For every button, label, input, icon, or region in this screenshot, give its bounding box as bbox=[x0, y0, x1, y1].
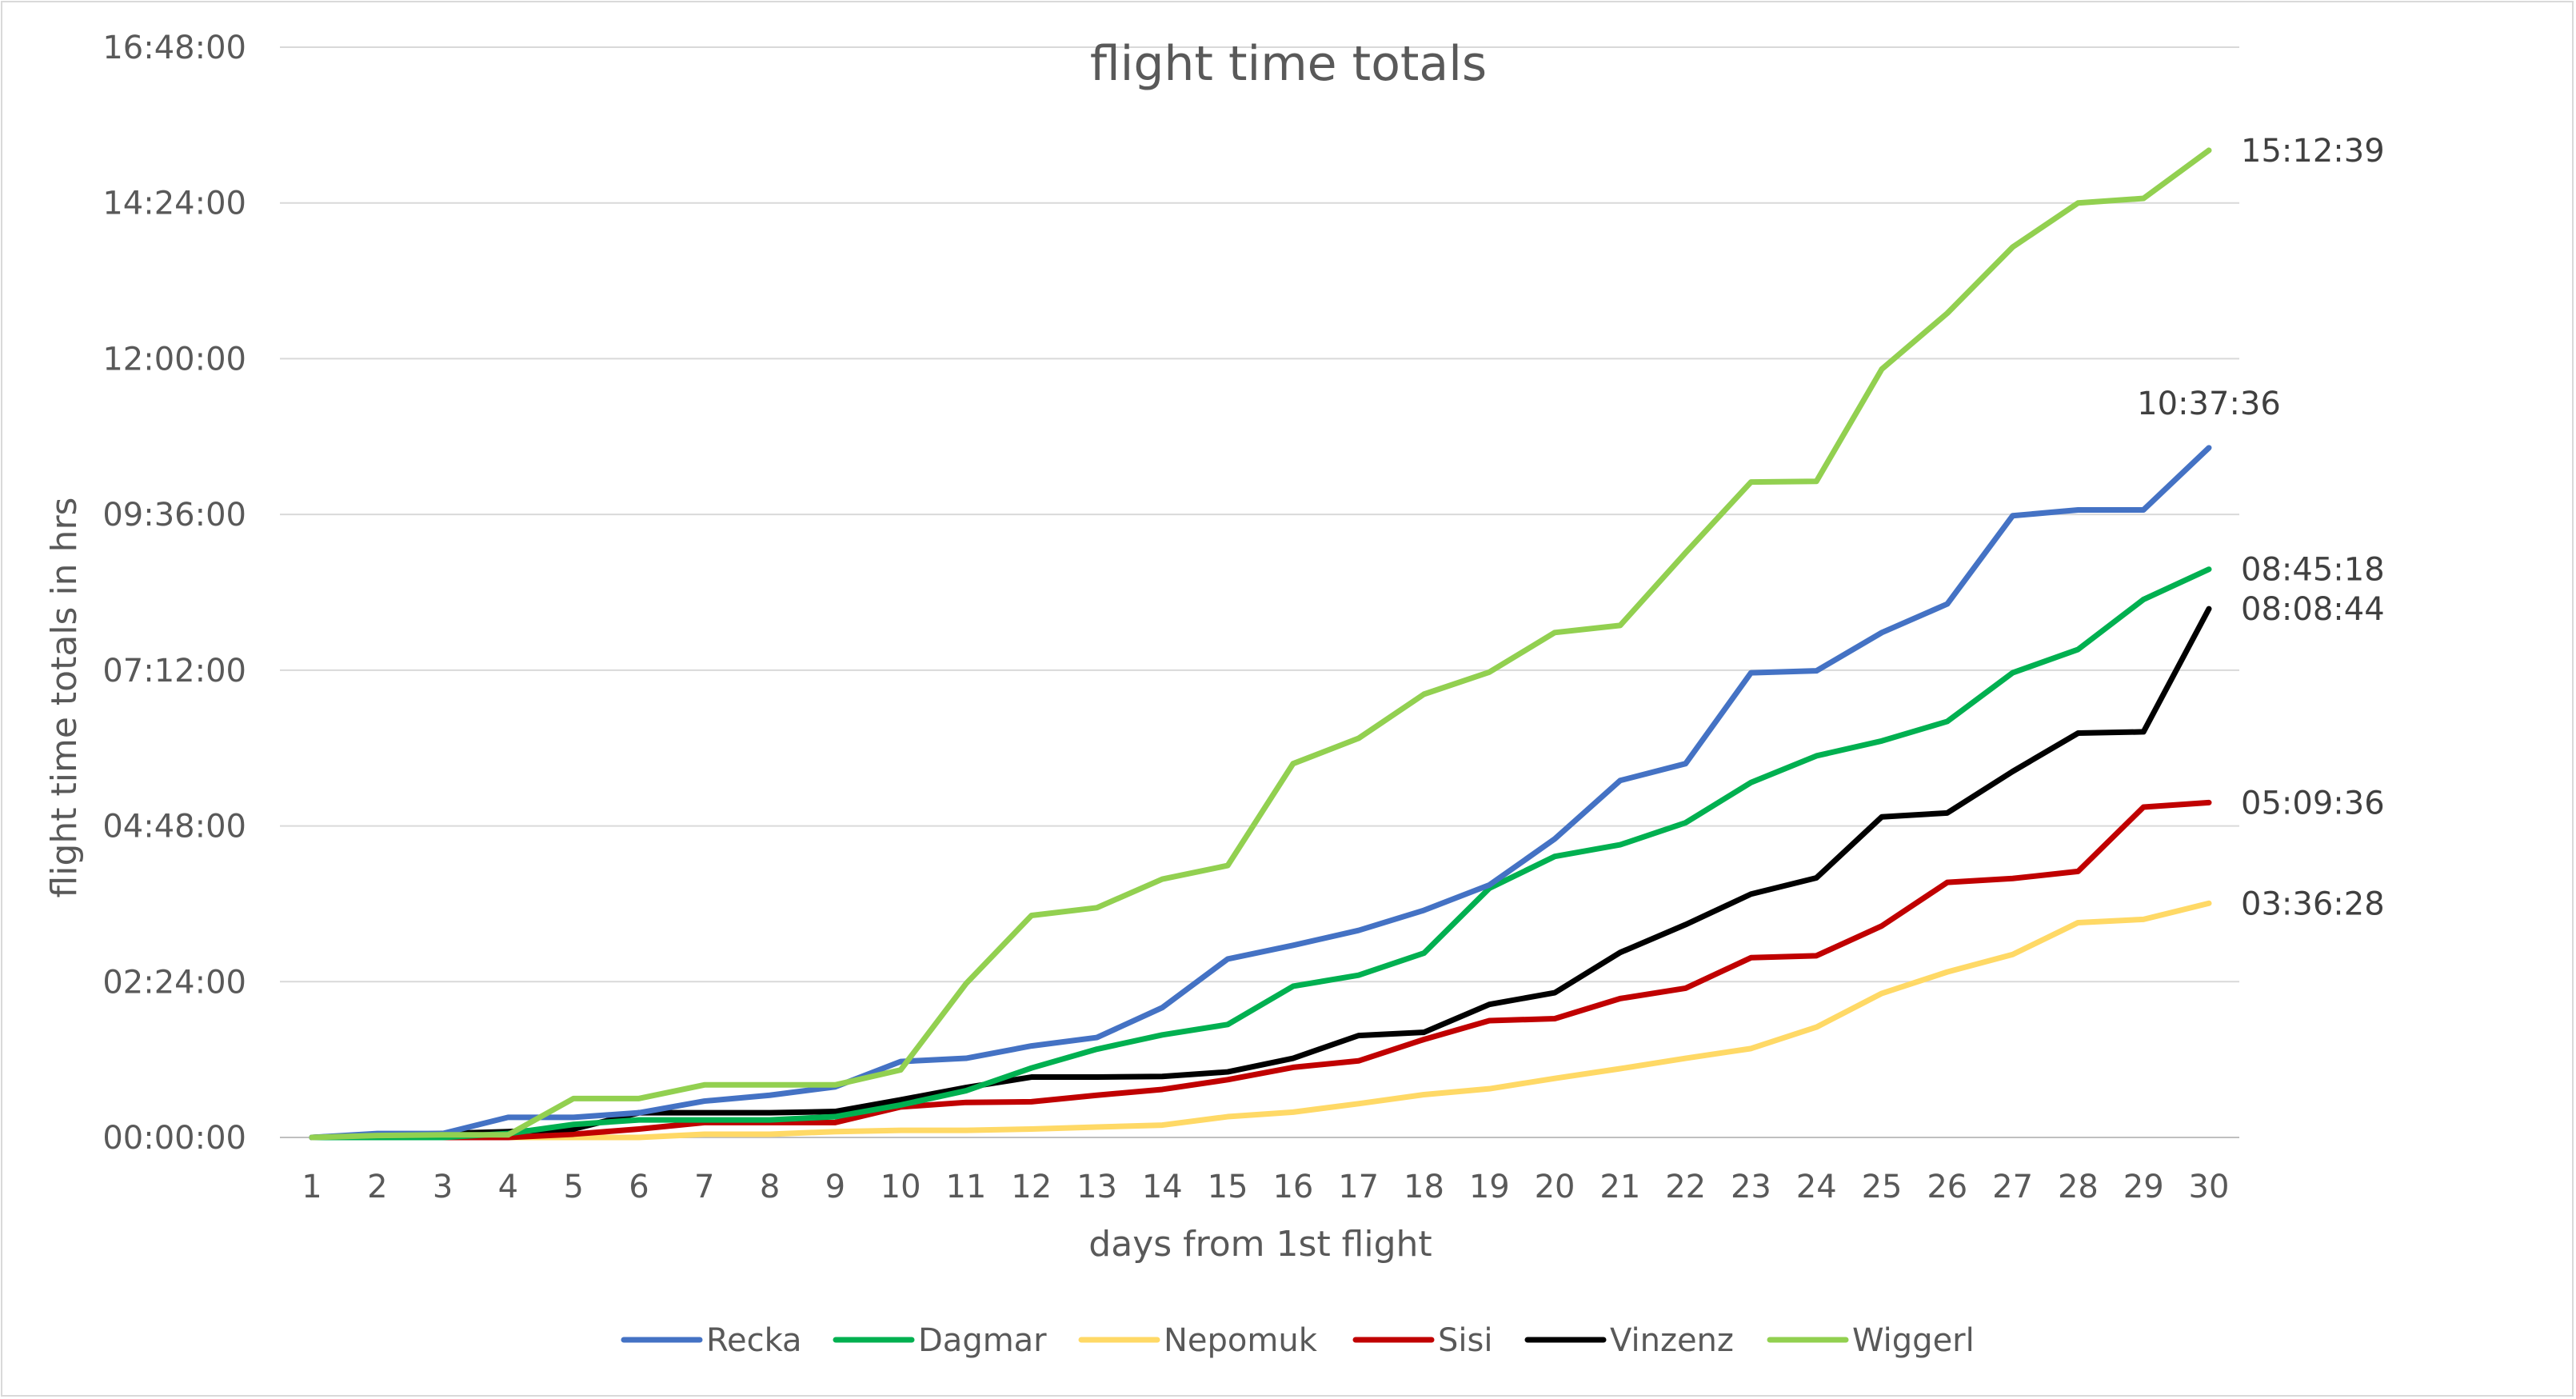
series-lines bbox=[309, 147, 2212, 1141]
y-tick-label: 02:24:00 bbox=[102, 964, 246, 1001]
x-tick-label: 1 bbox=[302, 1169, 322, 1205]
x-axis-tick-labels: 1 2 3 4 5 6 7 8 9 10 11 12 13 14 15 16 17 18 19 20 21 22 23 24 2… bbox=[302, 1169, 2229, 1205]
x-tick-label: 3 bbox=[433, 1169, 453, 1205]
x-tick-label: 11 bbox=[945, 1169, 986, 1205]
legend-item-vinzenz: Vinzenz bbox=[1524, 1322, 1734, 1359]
x-tick-label: 24 bbox=[1796, 1169, 1837, 1205]
legend-label: Recka bbox=[706, 1322, 802, 1359]
x-tick-label: 8 bbox=[760, 1169, 780, 1205]
x-tick-label: 10 bbox=[881, 1169, 921, 1205]
end-label-dagmar: 08:45:18 bbox=[2241, 552, 2385, 589]
legend: Recka Dagmar Nepomuk Sisi Vinzenz Wiggerl bbox=[621, 1322, 1975, 1359]
legend-label: Dagmar bbox=[918, 1322, 1047, 1359]
x-tick-label: 16 bbox=[1272, 1169, 1313, 1205]
legend-label: Wiggerl bbox=[1852, 1322, 1975, 1359]
x-tick-label: 17 bbox=[1338, 1169, 1379, 1205]
x-tick-label: 28 bbox=[2058, 1169, 2099, 1205]
x-axis-title: days from 1st flight bbox=[1088, 1224, 1432, 1265]
series-line-recka bbox=[309, 445, 2212, 1141]
x-tick-label: 18 bbox=[1404, 1169, 1444, 1205]
x-tick-label: 23 bbox=[1731, 1169, 1771, 1205]
series-line-dagmar bbox=[309, 566, 2212, 1141]
legend-label: Vinzenz bbox=[1610, 1322, 1734, 1359]
end-label-nepomuk: 03:36:28 bbox=[2241, 885, 2385, 922]
x-tick-label: 29 bbox=[2123, 1169, 2164, 1205]
x-tick-label: 21 bbox=[1600, 1169, 1640, 1205]
y-tick-label: 16:48:00 bbox=[102, 30, 246, 66]
legend-item-sisi: Sisi bbox=[1352, 1322, 1492, 1359]
legend-label: Sisi bbox=[1438, 1322, 1492, 1359]
y-tick-label: 07:12:00 bbox=[102, 653, 246, 690]
legend-item-recka: Recka bbox=[621, 1322, 802, 1359]
x-tick-label: 30 bbox=[2189, 1169, 2230, 1205]
end-label-wiggerl: 15:12:39 bbox=[2241, 133, 2385, 170]
x-tick-label: 14 bbox=[1142, 1169, 1183, 1205]
y-tick-label: 00:00:00 bbox=[102, 1120, 246, 1157]
y-tick-label: 09:36:00 bbox=[102, 497, 246, 534]
end-label-sisi: 05:09:36 bbox=[2241, 785, 2385, 821]
series-line-sisi bbox=[309, 799, 2212, 1141]
x-tick-label: 15 bbox=[1208, 1169, 1248, 1205]
x-tick-label: 19 bbox=[1469, 1169, 1510, 1205]
end-label-recka: 10:37:36 bbox=[2137, 386, 2281, 422]
x-tick-label: 7 bbox=[694, 1169, 714, 1205]
series-line-wiggerl bbox=[309, 147, 2212, 1141]
legend-item-wiggerl: Wiggerl bbox=[1767, 1322, 1975, 1359]
legend-label: Nepomuk bbox=[1164, 1322, 1318, 1359]
x-tick-label: 12 bbox=[1011, 1169, 1052, 1205]
y-tick-label: 12:00:00 bbox=[102, 341, 246, 378]
x-tick-label: 22 bbox=[1665, 1169, 1706, 1205]
legend-item-nepomuk: Nepomuk bbox=[1078, 1322, 1318, 1359]
series-line-vinzenz bbox=[309, 606, 2212, 1141]
x-tick-label: 20 bbox=[1535, 1169, 1576, 1205]
series-line-nepomuk bbox=[309, 900, 2212, 1141]
y-axis-tick-labels: 00:00:00 02:24:00 04:48:00 07:12:00 09:36:00… bbox=[102, 30, 246, 1157]
x-tick-label: 25 bbox=[1862, 1169, 1903, 1205]
y-axis-title: flight time totals in hrs bbox=[44, 498, 85, 898]
x-tick-label: 9 bbox=[825, 1169, 845, 1205]
x-tick-label: 13 bbox=[1076, 1169, 1117, 1205]
end-label-vinzenz: 08:08:44 bbox=[2241, 591, 2385, 628]
legend-item-dagmar: Dagmar bbox=[833, 1322, 1047, 1359]
y-tick-label: 14:24:00 bbox=[102, 186, 246, 222]
x-tick-label: 2 bbox=[367, 1169, 387, 1205]
x-tick-label: 26 bbox=[1927, 1169, 1967, 1205]
x-tick-label: 5 bbox=[563, 1169, 583, 1205]
chart-title: flight time totals bbox=[1090, 36, 1487, 92]
x-tick-label: 4 bbox=[498, 1169, 518, 1205]
y-tick-label: 04:48:00 bbox=[102, 809, 246, 845]
x-tick-label: 6 bbox=[629, 1169, 649, 1205]
x-tick-label: 27 bbox=[1992, 1169, 2033, 1205]
